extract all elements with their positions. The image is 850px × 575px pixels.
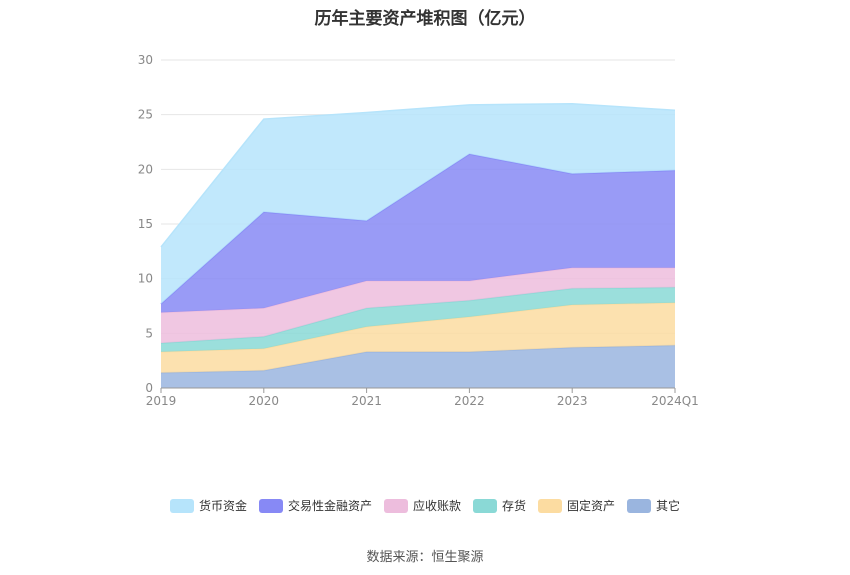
legend-swatch [538, 498, 563, 513]
y-tick-label: 25 [138, 108, 153, 122]
legend-label: 应收账款 [412, 499, 461, 513]
legend-swatch [627, 498, 652, 513]
line-货币资金 [160, 102, 676, 248]
legend-label: 其它 [656, 499, 681, 513]
legend-label: 存货 [502, 499, 527, 513]
legend-item[interactable]: 存货 [473, 497, 526, 514]
x-tick-label: 2021 [351, 394, 382, 408]
x-tick-label: 2022 [454, 394, 485, 408]
area-series [160, 102, 676, 388]
area-货币资金 [161, 103, 675, 304]
area-存货 [161, 287, 675, 352]
legend-item[interactable]: 货币资金 [169, 497, 247, 514]
y-tick-label: 20 [138, 162, 153, 176]
area-固定资产 [161, 302, 675, 373]
legend-label: 固定资产 [567, 499, 616, 513]
y-tick-label: 5 [145, 326, 153, 340]
legend-swatch [473, 498, 497, 513]
area-其它 [161, 345, 675, 388]
data-source-note: 数据来源：恒生聚源 [366, 550, 484, 565]
area-交易性金融资产 [161, 154, 675, 313]
y-tick-label: 0 [145, 381, 153, 395]
x-tick-label: 2024Q1 [651, 394, 699, 408]
x-tick-label: 2023 [557, 394, 588, 408]
legend-label: 货币资金 [198, 499, 247, 513]
y-tick-label: 30 [138, 53, 153, 67]
legend-item[interactable]: 其它 [627, 497, 680, 514]
legend-item[interactable]: 固定资产 [538, 497, 615, 514]
chart-legend: 货币资金 交易性金融资产 应收账款 存货 固定资产 其它 [0, 497, 850, 514]
legend-item[interactable]: 交易性金融资产 [258, 497, 372, 514]
x-tick-label: 2020 [249, 394, 280, 408]
axes: 0 5 10 15 20 25 30 2019 2020 2021 2022 2023 2024Q1 [138, 53, 699, 408]
legend-label: 交易性金融资产 [287, 499, 372, 513]
x-tick-label: 2019 [146, 394, 177, 408]
area-应收账款 [161, 267, 675, 344]
legend-swatch [169, 498, 194, 513]
legend-swatch [383, 498, 408, 513]
y-tick-label: 10 [138, 272, 153, 286]
legend-item[interactable]: 应收账款 [383, 497, 461, 514]
stacked-area-chart: 0 5 10 15 20 25 30 2019 2020 2021 2022 2023 2024Q1 [138, 53, 699, 408]
legend-swatch [258, 498, 283, 513]
chart-title: 历年主要资产堆积图（亿元） [314, 9, 536, 29]
y-tick-label: 15 [138, 217, 153, 231]
